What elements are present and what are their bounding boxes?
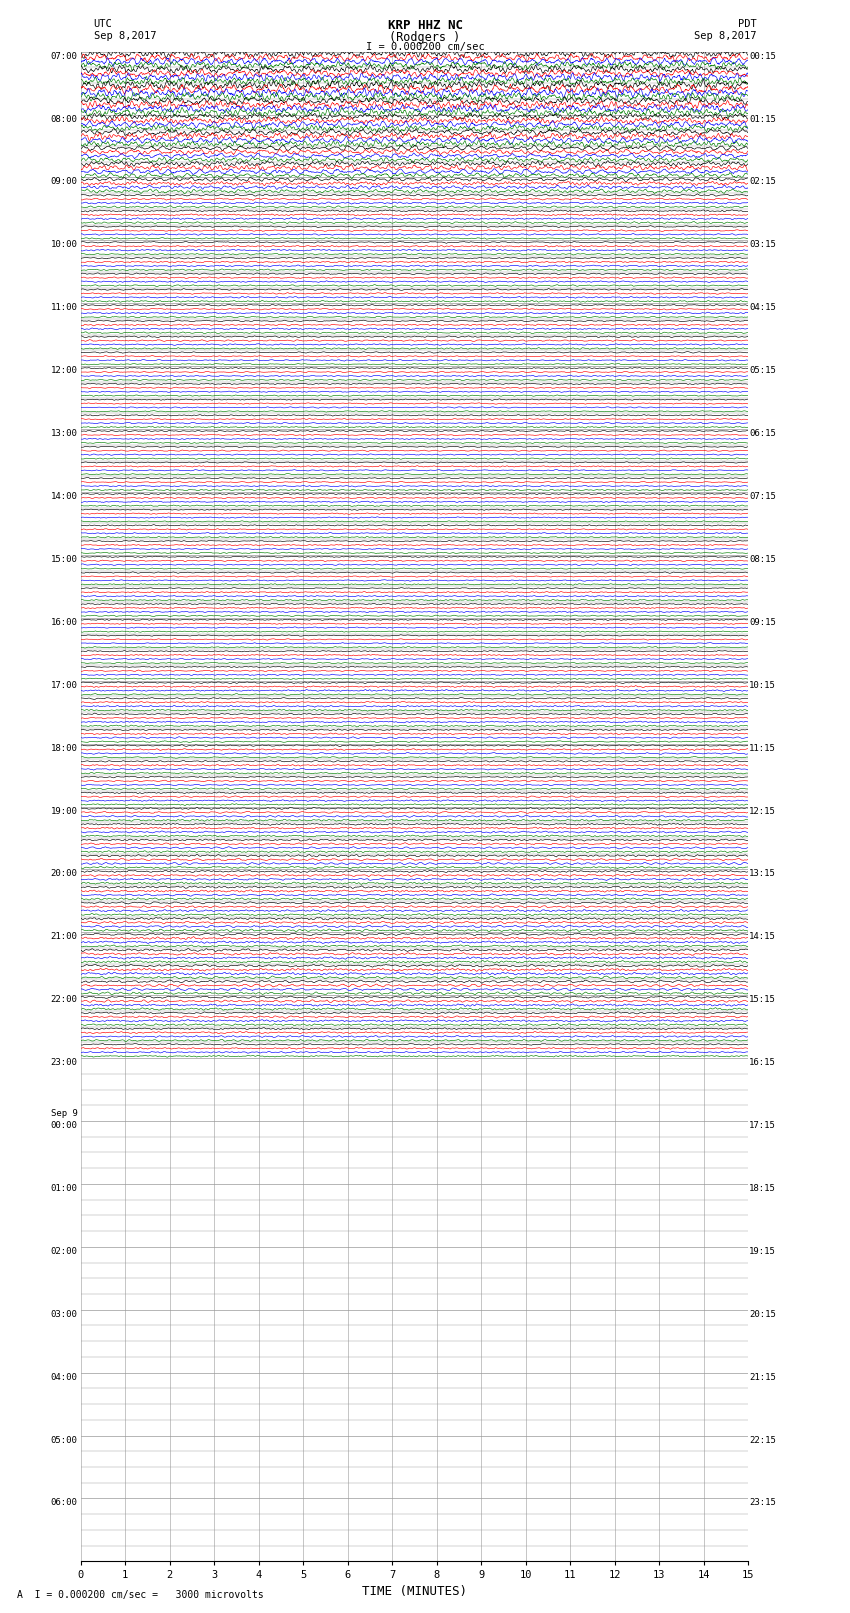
Text: 10:15: 10:15 — [750, 681, 776, 690]
Text: (Rodgers ): (Rodgers ) — [389, 31, 461, 44]
Text: I = 0.000200 cm/sec: I = 0.000200 cm/sec — [366, 42, 484, 52]
X-axis label: TIME (MINUTES): TIME (MINUTES) — [362, 1584, 467, 1597]
Text: 09:15: 09:15 — [750, 618, 776, 627]
Text: 20:00: 20:00 — [50, 869, 77, 879]
Text: KRP HHZ NC: KRP HHZ NC — [388, 19, 462, 32]
Text: 13:00: 13:00 — [50, 429, 77, 439]
Text: 00:00: 00:00 — [50, 1121, 77, 1131]
Text: 14:00: 14:00 — [50, 492, 77, 502]
Text: 14:15: 14:15 — [750, 932, 776, 942]
Text: 06:00: 06:00 — [50, 1498, 77, 1508]
Text: 02:00: 02:00 — [50, 1247, 77, 1257]
Text: 18:15: 18:15 — [750, 1184, 776, 1194]
Text: 07:15: 07:15 — [750, 492, 776, 502]
Text: 22:15: 22:15 — [750, 1436, 776, 1445]
Text: 12:15: 12:15 — [750, 806, 776, 816]
Text: 11:15: 11:15 — [750, 744, 776, 753]
Text: 03:00: 03:00 — [50, 1310, 77, 1319]
Text: 09:00: 09:00 — [50, 177, 77, 187]
Text: 04:00: 04:00 — [50, 1373, 77, 1382]
Text: 17:15: 17:15 — [750, 1121, 776, 1131]
Text: Sep 8,2017: Sep 8,2017 — [694, 31, 756, 40]
Text: Sep 8,2017: Sep 8,2017 — [94, 31, 156, 40]
Text: 19:00: 19:00 — [50, 806, 77, 816]
Text: 21:00: 21:00 — [50, 932, 77, 942]
Text: 12:00: 12:00 — [50, 366, 77, 376]
Text: A  I = 0.000200 cm/sec =   3000 microvolts: A I = 0.000200 cm/sec = 3000 microvolts — [17, 1590, 264, 1600]
Text: 20:15: 20:15 — [750, 1310, 776, 1319]
Text: 03:15: 03:15 — [750, 240, 776, 250]
Text: PDT: PDT — [738, 19, 756, 29]
Text: 02:15: 02:15 — [750, 177, 776, 187]
Text: 15:15: 15:15 — [750, 995, 776, 1005]
Text: 08:00: 08:00 — [50, 115, 77, 124]
Text: 15:00: 15:00 — [50, 555, 77, 565]
Text: 10:00: 10:00 — [50, 240, 77, 250]
Text: 16:00: 16:00 — [50, 618, 77, 627]
Text: 01:00: 01:00 — [50, 1184, 77, 1194]
Text: 18:00: 18:00 — [50, 744, 77, 753]
Text: Sep 9: Sep 9 — [50, 1108, 77, 1118]
Text: 07:00: 07:00 — [50, 52, 77, 61]
Text: 22:00: 22:00 — [50, 995, 77, 1005]
Text: 08:15: 08:15 — [750, 555, 776, 565]
Text: 11:00: 11:00 — [50, 303, 77, 313]
Text: 00:15: 00:15 — [750, 52, 776, 61]
Text: 19:15: 19:15 — [750, 1247, 776, 1257]
Text: 23:00: 23:00 — [50, 1058, 77, 1068]
Text: 05:00: 05:00 — [50, 1436, 77, 1445]
Text: 21:15: 21:15 — [750, 1373, 776, 1382]
Text: 05:15: 05:15 — [750, 366, 776, 376]
Text: 23:15: 23:15 — [750, 1498, 776, 1508]
Text: 01:15: 01:15 — [750, 115, 776, 124]
Text: 13:15: 13:15 — [750, 869, 776, 879]
Text: 17:00: 17:00 — [50, 681, 77, 690]
Text: 04:15: 04:15 — [750, 303, 776, 313]
Text: 16:15: 16:15 — [750, 1058, 776, 1068]
Text: UTC: UTC — [94, 19, 112, 29]
Text: 06:15: 06:15 — [750, 429, 776, 439]
